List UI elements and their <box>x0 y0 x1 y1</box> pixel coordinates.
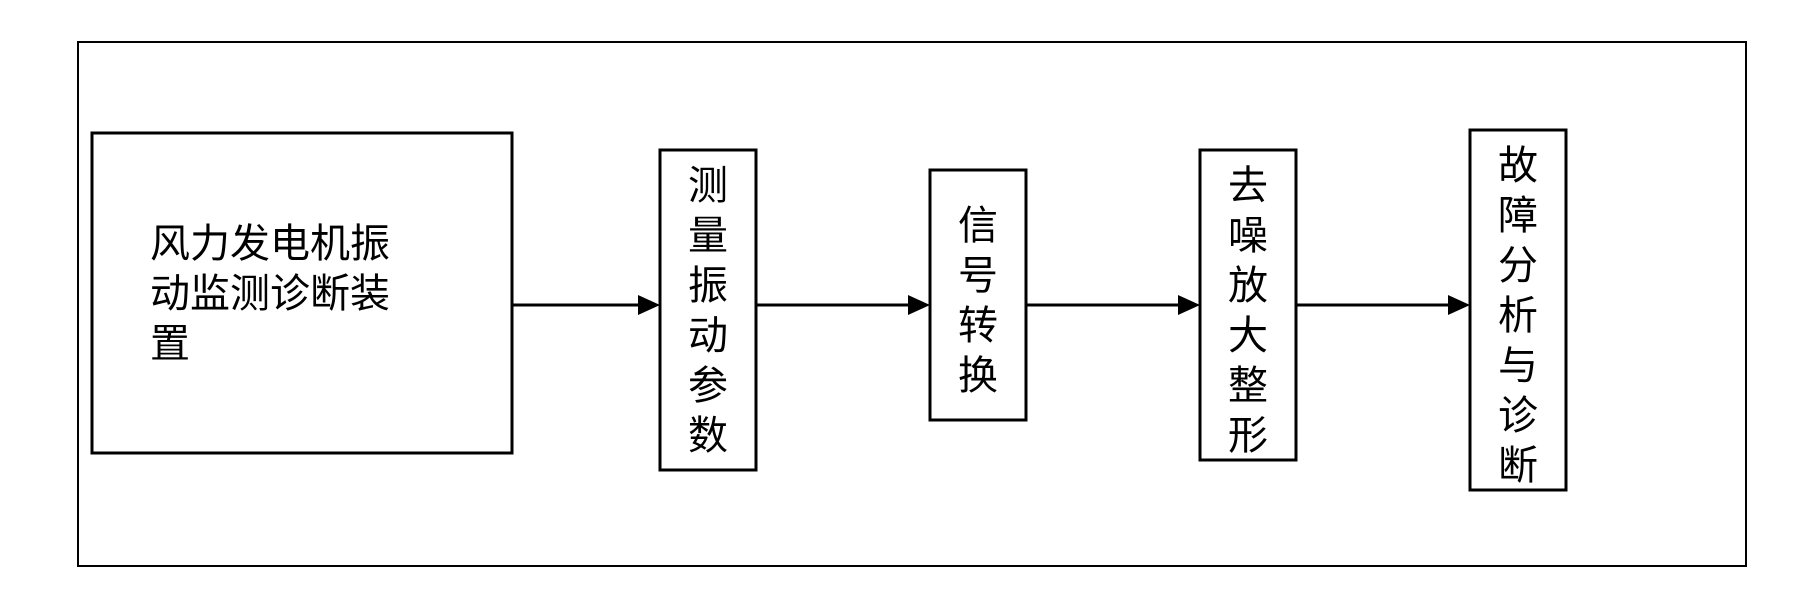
flow-node-label: 分 <box>1498 243 1538 288</box>
flow-node-label: 信 <box>958 203 998 248</box>
flow-node-label: 与 <box>1498 343 1538 388</box>
flow-node-label: 动 <box>688 313 728 358</box>
flow-node-label: 数 <box>688 413 728 458</box>
flow-node-label: 断 <box>1498 443 1538 488</box>
flow-node-label: 风力发电机振 <box>150 221 390 266</box>
flow-node-label: 号 <box>958 253 998 298</box>
flow-node-label: 置 <box>150 321 190 366</box>
flow-node-label: 噪 <box>1228 213 1268 258</box>
flow-node-label: 参 <box>688 363 728 408</box>
flow-node-label: 诊 <box>1498 393 1538 438</box>
flow-node-label: 放 <box>1228 263 1268 308</box>
flow-node-label: 大 <box>1228 313 1268 358</box>
flow-node-label: 转 <box>958 303 998 348</box>
flow-node-label: 故 <box>1498 143 1538 188</box>
flow-node-label: 测 <box>688 163 728 208</box>
flow-node-label: 整 <box>1228 363 1268 408</box>
flow-node-label: 去 <box>1228 163 1268 208</box>
flow-node-label: 障 <box>1498 193 1538 238</box>
flow-node-label: 振 <box>688 263 728 308</box>
flow-node-label: 动监测诊断装 <box>150 271 390 316</box>
flow-node-label: 换 <box>958 353 998 398</box>
flow-node-label: 量 <box>688 213 728 258</box>
flow-node-label: 形 <box>1228 413 1268 458</box>
flow-node-label: 析 <box>1498 293 1538 338</box>
